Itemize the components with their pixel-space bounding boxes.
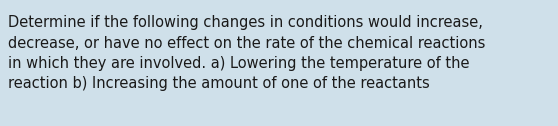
- Text: Determine if the following changes in conditions would increase,
decrease, or ha: Determine if the following changes in co…: [8, 15, 486, 91]
